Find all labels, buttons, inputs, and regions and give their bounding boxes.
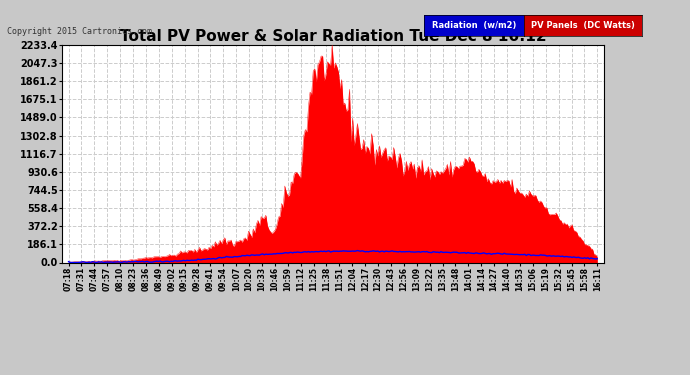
Text: PV Panels  (DC Watts): PV Panels (DC Watts) [531,21,635,30]
Text: Copyright 2015 Cartronics.com: Copyright 2015 Cartronics.com [7,27,152,36]
Title: Total PV Power & Solar Radiation Tue Dec 8 16:12: Total PV Power & Solar Radiation Tue Dec… [119,29,546,44]
Text: Radiation  (w/m2): Radiation (w/m2) [432,21,517,30]
